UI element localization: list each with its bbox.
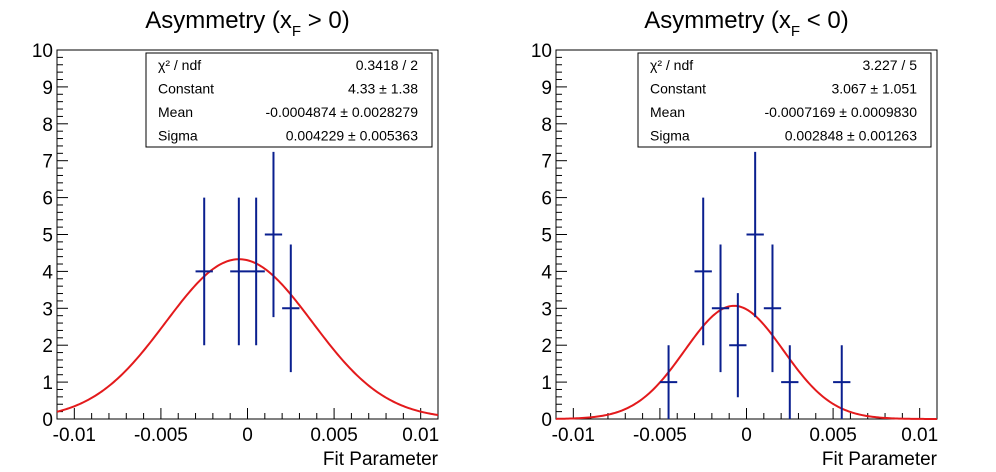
x-tick-label: 0.01	[402, 425, 439, 446]
x-axis-label: Fit Parameter	[822, 449, 938, 470]
fit-stats-box: χ² / ndf 0.3418 / 2 Constant 4.33 ± 1.38 Mea…	[145, 52, 433, 148]
stats-label: χ² / ndf	[158, 57, 201, 73]
y-tick-label: 5	[42, 226, 53, 247]
chart-title-subscript: F	[791, 23, 800, 40]
fit-stats-box: χ² / ndf 3.227 / 5 Constant 3.067 ± 1.051 Me…	[637, 52, 932, 148]
y-tick-label: 6	[42, 189, 53, 210]
stats-value: 0.002848 ± 0.001263	[785, 128, 917, 144]
chart-panel-1: Asymmetry (xF > 0) -0.01 -0.005 0 0.005 0.01 0…	[32, 7, 439, 470]
y-tick-label: 7	[541, 152, 552, 173]
chart-title-tail: > 0)	[301, 7, 350, 34]
data-point	[264, 151, 283, 318]
chart-title: Asymmetry (xF < 0)	[644, 7, 849, 40]
x-tick-label: -0.005	[633, 425, 687, 446]
x-tick-label: 0	[242, 425, 253, 446]
data-point	[711, 244, 730, 373]
data-point	[746, 151, 764, 318]
y-tick-label: 3	[541, 299, 552, 320]
y-tick-label: 4	[541, 262, 552, 283]
x-tick-label: 0.005	[809, 425, 857, 446]
y-tick-label: 1	[42, 373, 53, 394]
data-point	[729, 293, 747, 398]
y-tick-label: 10	[32, 41, 53, 62]
y-tick-label: 2	[42, 336, 53, 357]
stats-value: 3.227 / 5	[863, 57, 918, 73]
chart-title-tail: < 0)	[800, 7, 849, 34]
x-tick-label: 0.005	[310, 425, 358, 446]
x-tick-label: -0.01	[552, 425, 595, 446]
y-tick-label: 10	[531, 41, 552, 62]
stats-label: Sigma	[158, 128, 198, 144]
y-tick-label: 9	[541, 78, 552, 99]
y-tick-label: 2	[541, 336, 552, 357]
data-point	[230, 197, 248, 346]
y-tick-label: 6	[541, 189, 552, 210]
data-point	[247, 197, 265, 346]
data-point	[781, 345, 799, 419]
data-point	[763, 244, 782, 373]
data-point	[833, 345, 851, 419]
y-tick-label: 9	[42, 78, 53, 99]
x-tick-label: -0.005	[134, 425, 188, 446]
data-point	[195, 197, 213, 346]
gaussian-fit-curve	[56, 258, 439, 416]
chart-title-main: Asymmetry (x	[644, 7, 791, 34]
y-tick-label: 1	[541, 373, 552, 394]
y-tick-label: 3	[42, 299, 53, 320]
x-axis-label: Fit Parameter	[323, 449, 439, 470]
stats-box-frame	[145, 52, 433, 148]
chart-title-subscript: F	[292, 23, 301, 40]
stats-label: Mean	[650, 104, 685, 120]
stats-value: 4.33 ± 1.38	[348, 81, 418, 97]
stats-label: χ² / ndf	[650, 57, 693, 73]
x-tick-label: -0.01	[53, 425, 96, 446]
y-tick-label: 8	[541, 115, 552, 136]
stats-value: 0.004229 ± 0.005363	[286, 128, 418, 144]
chart-title: Asymmetry (xF > 0)	[145, 7, 350, 40]
y-tick-label: 7	[42, 152, 53, 173]
y-tick-label: 8	[42, 115, 53, 136]
stats-value: 3.067 ± 1.051	[831, 81, 917, 97]
stats-label: Constant	[158, 81, 214, 97]
stats-value: -0.0004874 ± 0.0028279	[266, 104, 419, 120]
stats-value: -0.0007169 ± 0.0009830	[765, 104, 918, 120]
chart-panel-2: Asymmetry (xF < 0) -0.01 -0.005 0 0.005 0.01 0…	[531, 7, 938, 470]
stats-value: 0.3418 / 2	[356, 57, 418, 73]
y-tick-label: 5	[541, 226, 552, 247]
data-point	[694, 197, 712, 346]
stats-label: Mean	[158, 104, 193, 120]
stats-box-frame	[637, 52, 932, 148]
data-point	[282, 244, 300, 373]
y-tick-label: 0	[541, 410, 552, 431]
data-point	[659, 345, 678, 419]
chart-title-main: Asymmetry (x	[145, 7, 292, 34]
x-tick-label: 0.01	[901, 425, 938, 446]
y-tick-label: 4	[42, 262, 53, 283]
y-tick-label: 0	[42, 410, 53, 431]
x-tick-label: 0	[741, 425, 752, 446]
gaussian-fit-curve	[555, 304, 938, 420]
stats-label: Constant	[650, 81, 706, 97]
stats-label: Sigma	[650, 128, 690, 144]
